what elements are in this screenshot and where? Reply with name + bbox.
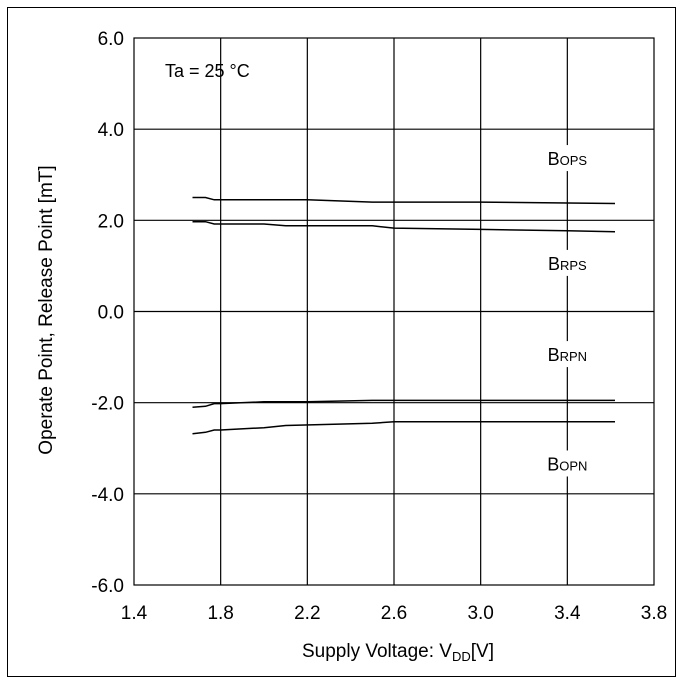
y-tick-label: -4.0 bbox=[91, 485, 124, 506]
series-label-bopn: BOPN bbox=[547, 454, 587, 474]
y-tick-label: -2.0 bbox=[91, 394, 124, 415]
y-tick-label: 6.0 bbox=[98, 29, 124, 50]
tick-labels: 1.4 1.8 2.2 2.6 3.0 3.4 3.8 6.0 4.0 2.0 0.0 -2.0 -4.… bbox=[91, 29, 667, 624]
series-line-brpn bbox=[192, 399, 615, 408]
x-tick-label: 1.8 bbox=[207, 603, 233, 624]
grid bbox=[134, 38, 654, 585]
series-label-bg bbox=[539, 341, 596, 368]
x-tick-label: 3.8 bbox=[641, 603, 667, 624]
plot-area bbox=[133, 37, 655, 586]
x-tick-label: 3.0 bbox=[467, 603, 493, 624]
series-lines bbox=[192, 196, 616, 435]
series-label-bg bbox=[539, 249, 596, 276]
y-tick-label: -6.0 bbox=[91, 576, 124, 597]
series-line-bops bbox=[192, 196, 616, 205]
series-line-brps bbox=[192, 220, 616, 233]
x-axis-label-sub: DD bbox=[452, 649, 471, 664]
series-label-brpn: BRPN bbox=[548, 345, 587, 365]
x-axis-label-tail: [V] bbox=[471, 641, 494, 662]
x-tick-label: 1.4 bbox=[121, 603, 148, 624]
x-tick-label: 2.6 bbox=[381, 603, 407, 624]
series-label-bg bbox=[539, 145, 596, 172]
series-label-bops: BOPS bbox=[548, 149, 588, 169]
series-line-bopn bbox=[192, 421, 615, 435]
y-tick-label: 4.0 bbox=[98, 120, 124, 141]
x-axis-label-main: Supply Voltage: V bbox=[302, 641, 452, 662]
temperature-annotation: Ta = 25 °C bbox=[165, 61, 250, 81]
series-label-bg bbox=[539, 450, 596, 477]
series-labels: BOPS BRPS BRPN BOPN bbox=[539, 145, 596, 477]
x-tick-label: 2.2 bbox=[294, 603, 320, 624]
x-tick-label: 3.4 bbox=[554, 603, 581, 624]
y-axis-label: Operate Point, Release Point [mT] bbox=[36, 165, 57, 454]
y-tick-label: 2.0 bbox=[98, 211, 124, 232]
x-axis-label: Supply Voltage: VDD[V] bbox=[302, 641, 494, 664]
y-tick-label: 0.0 bbox=[98, 303, 124, 324]
series-label-brps: BRPS bbox=[548, 254, 587, 274]
